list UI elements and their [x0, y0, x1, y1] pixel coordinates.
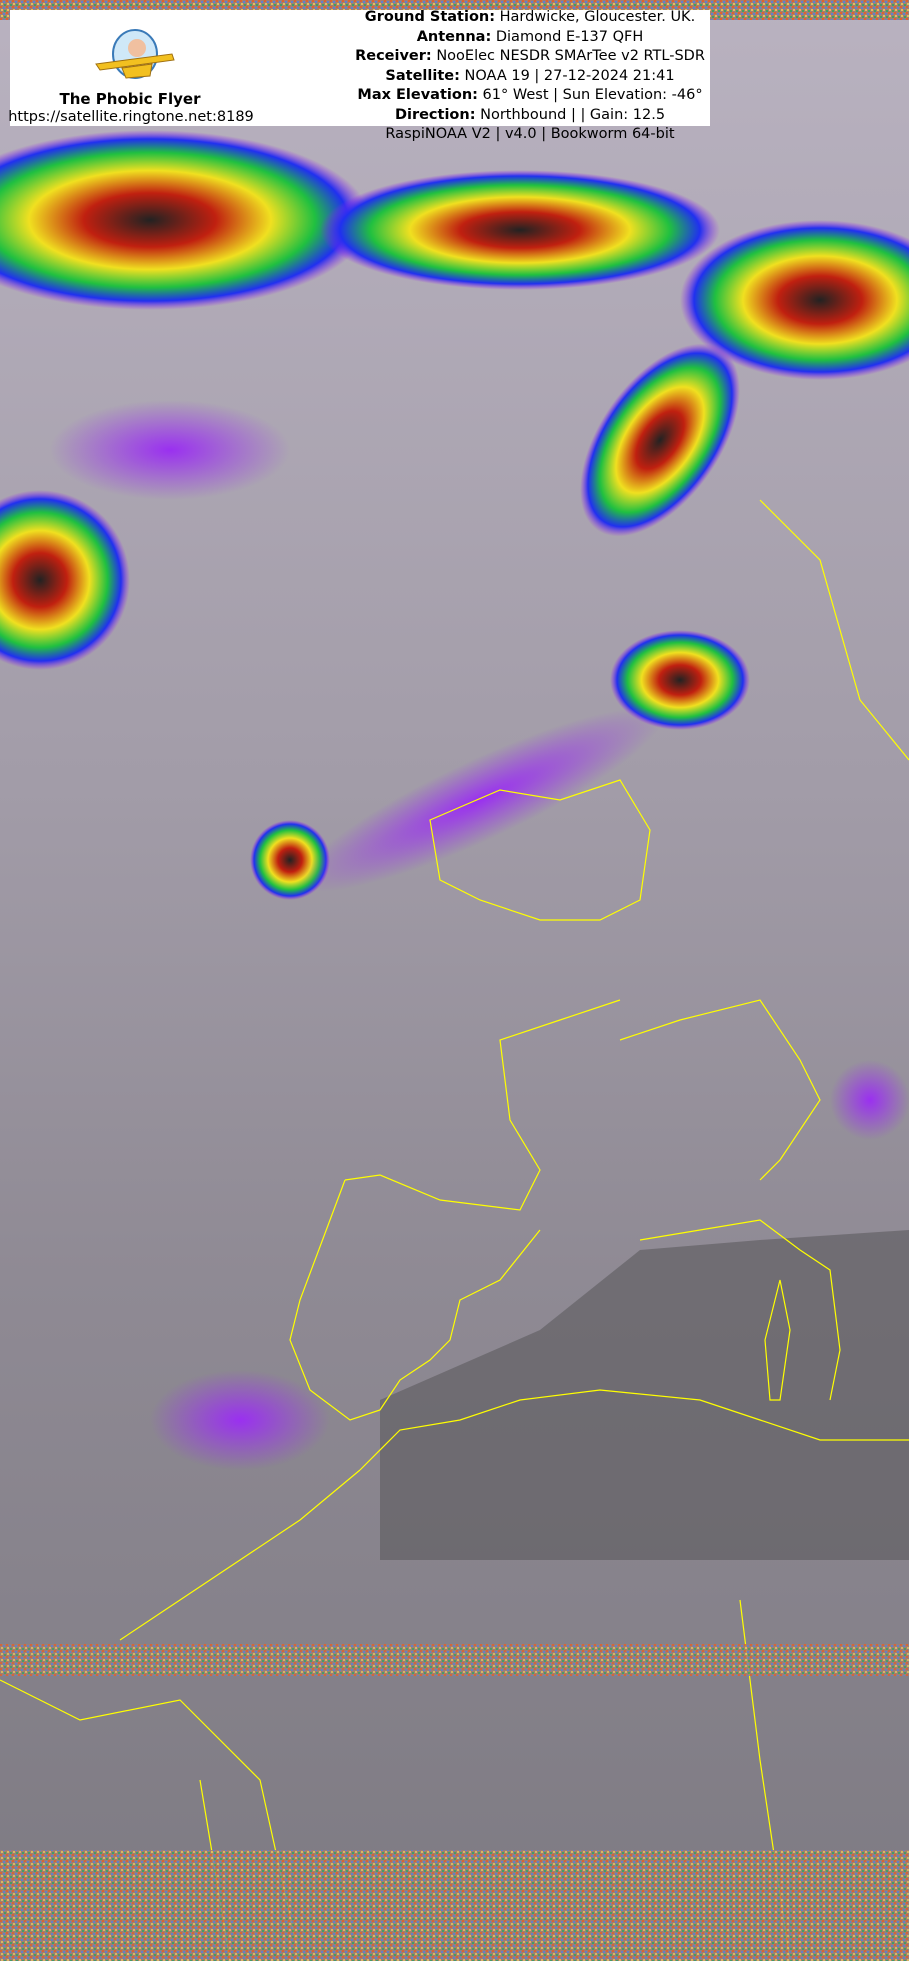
info-antenna: Antenna: Diamond E-137 QFH: [416, 28, 644, 45]
info-receiver: Receiver: NooElec NESDR SMArTee v2 RTL-S…: [355, 48, 705, 64]
info-software: RaspiNOAA V2 | v4.0 | Bookworm 64-bit: [385, 126, 675, 142]
station-url[interactable]: https://satellite.ringtone.net:8189: [8, 109, 254, 125]
info-ground-station: Ground Station: Hardwicke, Gloucester. U…: [364, 9, 696, 25]
info-max-elevation: Max Elevation: 61° West | Sun Elevation:…: [357, 87, 703, 103]
info-direction: Direction: Northbound | | Gain: 12.5: [394, 106, 666, 123]
pass-info: Ground Station: Hardwicke, Gloucester. U…: [340, 8, 720, 145]
station-name: The Phobic Flyer: [59, 90, 201, 108]
phobic-flyer-logo-icon: [95, 29, 175, 79]
info-satellite: Satellite: NOAA 19 | 27-12-2024 21:41: [385, 67, 675, 84]
station-info-header: The Phobic Flyer https://satellite.ringt…: [8, 9, 710, 142]
